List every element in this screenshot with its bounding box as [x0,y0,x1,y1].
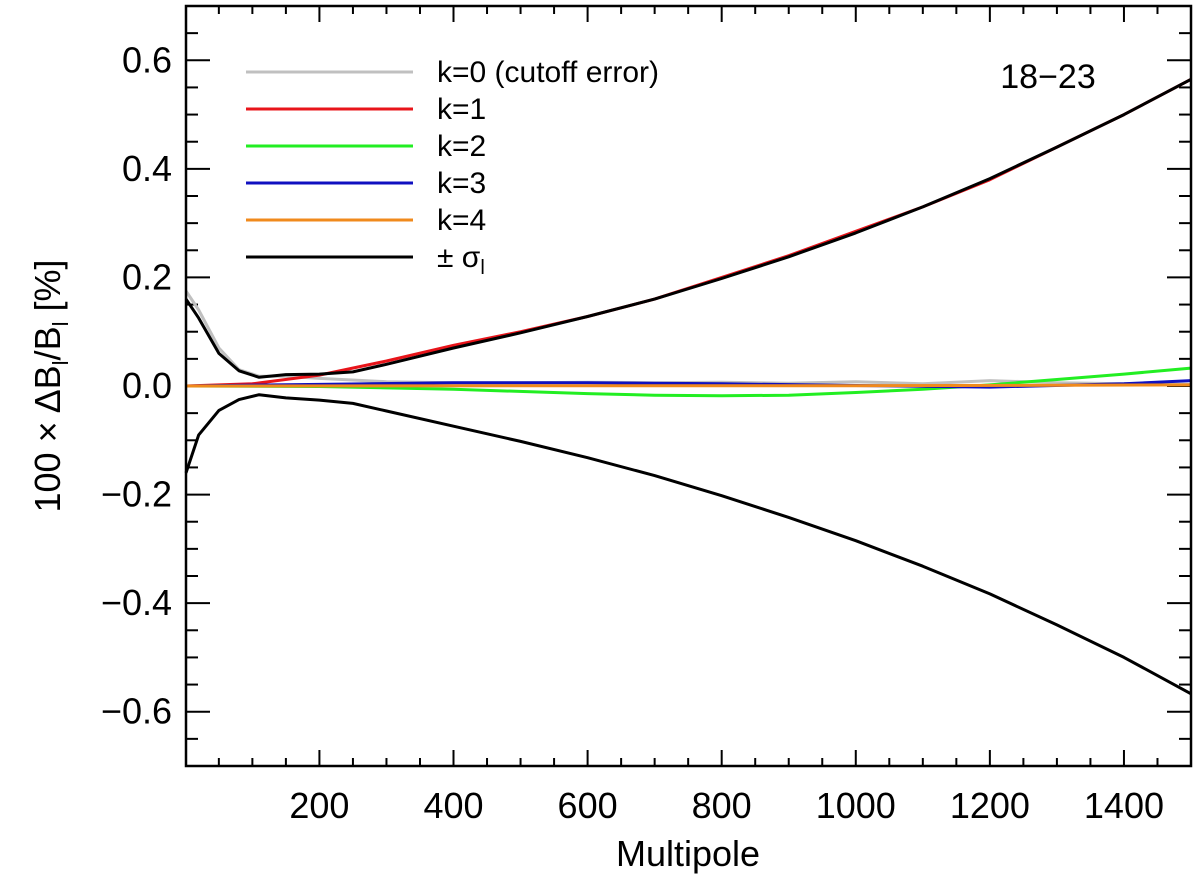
series-line [185,77,1192,388]
series-line [184,393,1192,696]
legend-label: k=0 (cutoff error) [437,56,659,89]
x-axis-title: Multipole [616,833,760,874]
x-tick-label: 1200 [950,785,1030,826]
series-line [184,77,1192,379]
x-tick-label: 400 [423,785,483,826]
x-tick-label: 800 [692,785,752,826]
series-layer [184,77,1192,696]
legend-label: k=2 [437,130,486,163]
series-line [185,383,1192,388]
y-axis-title-prefix: 100 × ΔB [27,365,68,512]
y-tick-label: 0.2 [122,256,172,297]
y-tick-label: −0.2 [101,474,172,515]
y-tick-label: 0.0 [122,365,172,406]
legend-label: k=4 [437,204,486,237]
x-tick-label: 200 [289,785,349,826]
legend-label: k=3 [437,167,486,200]
ticks-layer: 200 400 600 800 1000 1200 1400 0.6 0.4 0.2 0.0 −0.2… [101,5,1192,826]
y-axis-title-mid: /B [27,326,68,360]
y-axis-title-sub1: l [48,360,73,365]
annotation-label: 18−23 [1000,58,1096,96]
legend-label: ± σl [437,241,485,279]
y-tick-label: 0.6 [122,39,172,80]
y-axis-title-sub2: l [48,322,73,327]
x-tick-label: 1400 [1084,785,1164,826]
y-axis-title: 100 × ΔBl/Bl [%] [27,260,73,513]
y-axis-title-suffix: [%] [27,260,68,322]
y-tick-label: −0.6 [101,691,172,732]
x-tick-label: 1000 [816,785,896,826]
legend: k=0 (cutoff error) k=1 k=2 k=3 k=4 ± σl [246,56,659,279]
legend-label: k=1 [437,93,486,126]
x-tick-label: 600 [558,785,618,826]
y-tick-label: 0.4 [122,148,172,189]
plot-frame [184,4,1193,768]
series-line [185,366,1192,398]
y-tick-label: −0.4 [101,582,172,623]
